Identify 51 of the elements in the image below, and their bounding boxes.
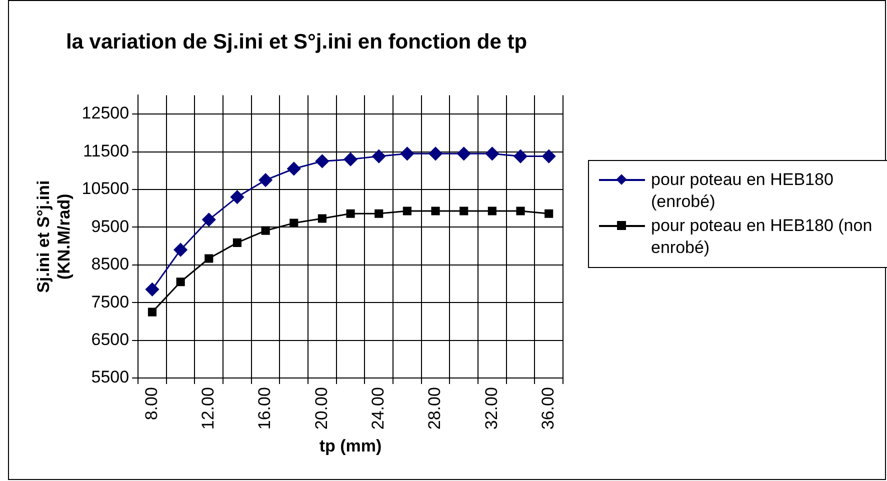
point — [516, 206, 525, 216]
y-tick-label: 10500 — [82, 179, 130, 198]
legend-label: pour poteau en HEB180 (non enrobé) — [651, 215, 874, 259]
x-tick-label: 24.00 — [368, 387, 388, 430]
point — [258, 173, 272, 187]
x-tick-label: 32.00 — [482, 387, 501, 430]
y-tick-label: 12500 — [82, 104, 130, 123]
point — [315, 154, 329, 168]
y-tick-label: 8500 — [91, 254, 130, 274]
x-axis-title: tp (mm) — [319, 436, 382, 456]
y-tick-label: 6500 — [91, 330, 130, 350]
point — [374, 209, 384, 218]
point — [148, 308, 157, 316]
point — [261, 226, 270, 235]
y-tick-label: 7500 — [91, 292, 130, 312]
point — [287, 162, 301, 176]
point — [230, 190, 244, 204]
point — [542, 150, 556, 164]
point — [460, 206, 468, 216]
point — [344, 152, 358, 166]
x-tick-label: 8.00 — [142, 387, 161, 420]
y-tick-label: 11500 — [83, 141, 130, 160]
y-axis-title: Sj.ini et S°j.ini (KN.M/rad) — [34, 180, 74, 293]
point — [544, 209, 554, 218]
point — [457, 146, 471, 160]
point — [372, 150, 386, 164]
legend-label: pour poteau en HEB180 (enrobé) — [651, 169, 834, 213]
point — [202, 212, 216, 226]
point — [290, 218, 298, 228]
x-tick-label: 12.00 — [198, 387, 218, 430]
point — [232, 238, 242, 247]
point — [485, 146, 499, 160]
y-tick-label: 5500 — [91, 368, 130, 387]
x-tick-label: 16.00 — [255, 387, 274, 430]
point — [145, 282, 159, 296]
point — [428, 146, 442, 160]
x-tick-label: 20.00 — [312, 387, 331, 430]
point — [204, 254, 214, 263]
point — [346, 209, 355, 218]
x-tick-label: 36.00 — [538, 387, 558, 430]
y-tick-label: 9500 — [91, 216, 130, 236]
point — [402, 206, 412, 216]
point — [431, 206, 440, 216]
point — [318, 214, 326, 223]
point — [176, 278, 185, 286]
point — [514, 150, 528, 164]
point — [488, 206, 496, 216]
point — [400, 146, 414, 160]
chart-title: la variation de Sj.ini et S°j.ini en fonction de tp — [66, 30, 528, 54]
point — [174, 243, 188, 257]
x-tick-label: 28.00 — [425, 387, 444, 430]
